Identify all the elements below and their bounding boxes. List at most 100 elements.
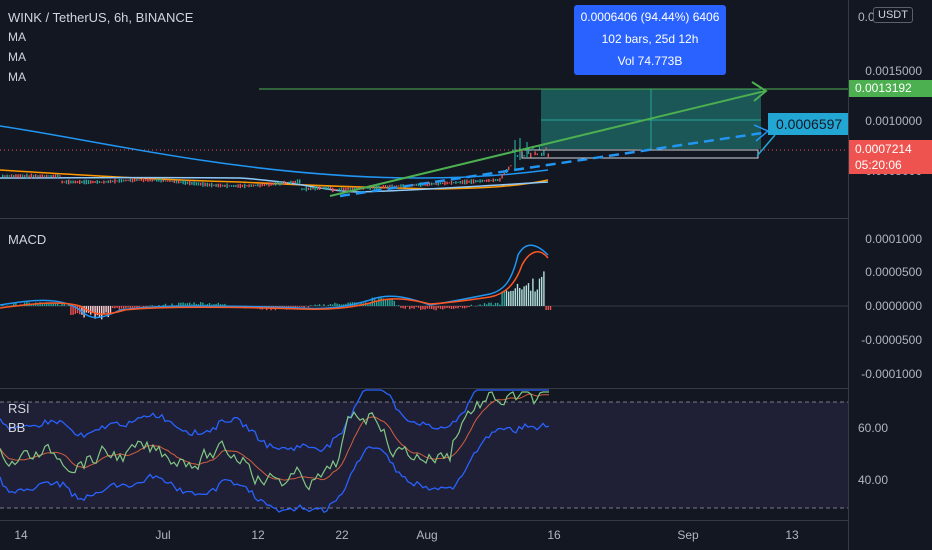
candle xyxy=(149,178,151,182)
ma-legend-2[interactable]: MA xyxy=(8,50,26,64)
range-rectangle[interactable] xyxy=(521,149,759,159)
candle xyxy=(261,183,263,187)
macd-bar xyxy=(486,304,488,306)
candle xyxy=(277,182,279,185)
candle xyxy=(241,184,244,188)
macd-bar xyxy=(439,306,442,309)
macd-bar xyxy=(367,303,369,306)
candle xyxy=(428,182,431,186)
candle xyxy=(468,180,470,183)
macd-bar xyxy=(52,302,54,306)
currency-button[interactable]: USDT xyxy=(873,7,913,23)
rsi-pane[interactable] xyxy=(0,389,848,514)
candle xyxy=(226,183,228,189)
candle xyxy=(327,186,329,190)
candle xyxy=(184,180,186,185)
candle xyxy=(263,183,266,187)
macd-bar xyxy=(527,283,530,306)
macd-bar xyxy=(510,290,512,306)
candle xyxy=(501,174,503,179)
candle xyxy=(318,186,321,190)
current-price-value: 0.0007214 xyxy=(855,142,912,156)
macd-bar xyxy=(68,304,70,306)
macd-bar xyxy=(450,306,453,309)
ma-legend-3[interactable]: MA xyxy=(8,70,26,84)
candle xyxy=(74,180,76,184)
projection-line[interactable] xyxy=(339,131,763,198)
candle xyxy=(329,186,332,190)
candle xyxy=(136,179,138,182)
candle xyxy=(76,181,79,184)
candle xyxy=(281,181,283,185)
macd-bar xyxy=(389,299,391,306)
macd-bar xyxy=(543,271,545,306)
macd-bar xyxy=(323,304,325,306)
candle xyxy=(283,180,285,185)
candle xyxy=(24,175,26,177)
pane-separator[interactable] xyxy=(0,388,848,389)
macd-bar xyxy=(116,306,118,308)
macd-bar xyxy=(523,286,525,306)
macd-bar xyxy=(169,305,171,306)
macd-bar xyxy=(382,298,384,306)
symbol-title[interactable]: WINK / TetherUS, 6h, BINANCE xyxy=(8,10,194,25)
macd-bar xyxy=(101,306,103,320)
candle xyxy=(395,185,398,187)
macd-bar xyxy=(336,303,338,306)
projection-connector xyxy=(756,134,776,157)
macd-bar xyxy=(50,302,52,306)
candle xyxy=(96,180,98,184)
candle xyxy=(268,182,270,187)
candle xyxy=(92,180,94,184)
rsi-title[interactable]: RSI xyxy=(8,401,30,416)
candle xyxy=(314,186,316,191)
macd-bar xyxy=(428,306,431,309)
macd-label: -0.0001000 xyxy=(861,367,922,381)
macd-bar xyxy=(83,306,85,318)
candle xyxy=(87,180,90,184)
candle xyxy=(296,179,299,184)
candle xyxy=(479,179,481,183)
macd-bar xyxy=(134,306,136,308)
projection-price-label[interactable]: 0.0006597 xyxy=(768,113,848,135)
bb-title[interactable]: BB xyxy=(8,420,26,435)
macd-bar xyxy=(131,306,134,309)
macd-bar xyxy=(349,302,351,306)
candle xyxy=(415,183,417,186)
candle xyxy=(332,187,334,193)
trend-arrow[interactable] xyxy=(329,90,766,197)
macd-bar xyxy=(202,302,204,306)
candle xyxy=(464,179,466,185)
candle xyxy=(255,184,257,186)
macd-bar xyxy=(332,304,334,306)
macd-bar xyxy=(316,305,318,306)
macd-bar xyxy=(151,305,153,306)
candle xyxy=(50,175,52,177)
candle xyxy=(147,178,149,182)
macd-bar xyxy=(406,306,409,307)
price-pane[interactable] xyxy=(0,81,848,198)
macd-bar xyxy=(195,304,197,306)
candle xyxy=(246,185,248,187)
macd-bar xyxy=(61,303,63,306)
macd-bar xyxy=(224,303,226,306)
candle xyxy=(59,175,61,177)
macd-pane[interactable] xyxy=(0,244,848,320)
macd-bar xyxy=(125,306,127,309)
candle xyxy=(48,175,50,177)
macd-bar xyxy=(424,306,426,310)
candle xyxy=(347,187,349,191)
macd-bar xyxy=(400,306,402,308)
candle xyxy=(532,145,534,151)
chart-canvas[interactable] xyxy=(0,0,848,550)
candle xyxy=(61,180,63,184)
macd-title[interactable]: MACD xyxy=(8,232,47,247)
candle xyxy=(457,181,459,183)
pane-separator[interactable] xyxy=(0,218,848,219)
candle xyxy=(325,186,327,190)
ma-legend-1[interactable]: MA xyxy=(8,30,26,44)
candle xyxy=(134,178,136,182)
macd-bar xyxy=(422,306,424,310)
candle xyxy=(369,185,371,190)
macd-bar xyxy=(109,306,112,314)
